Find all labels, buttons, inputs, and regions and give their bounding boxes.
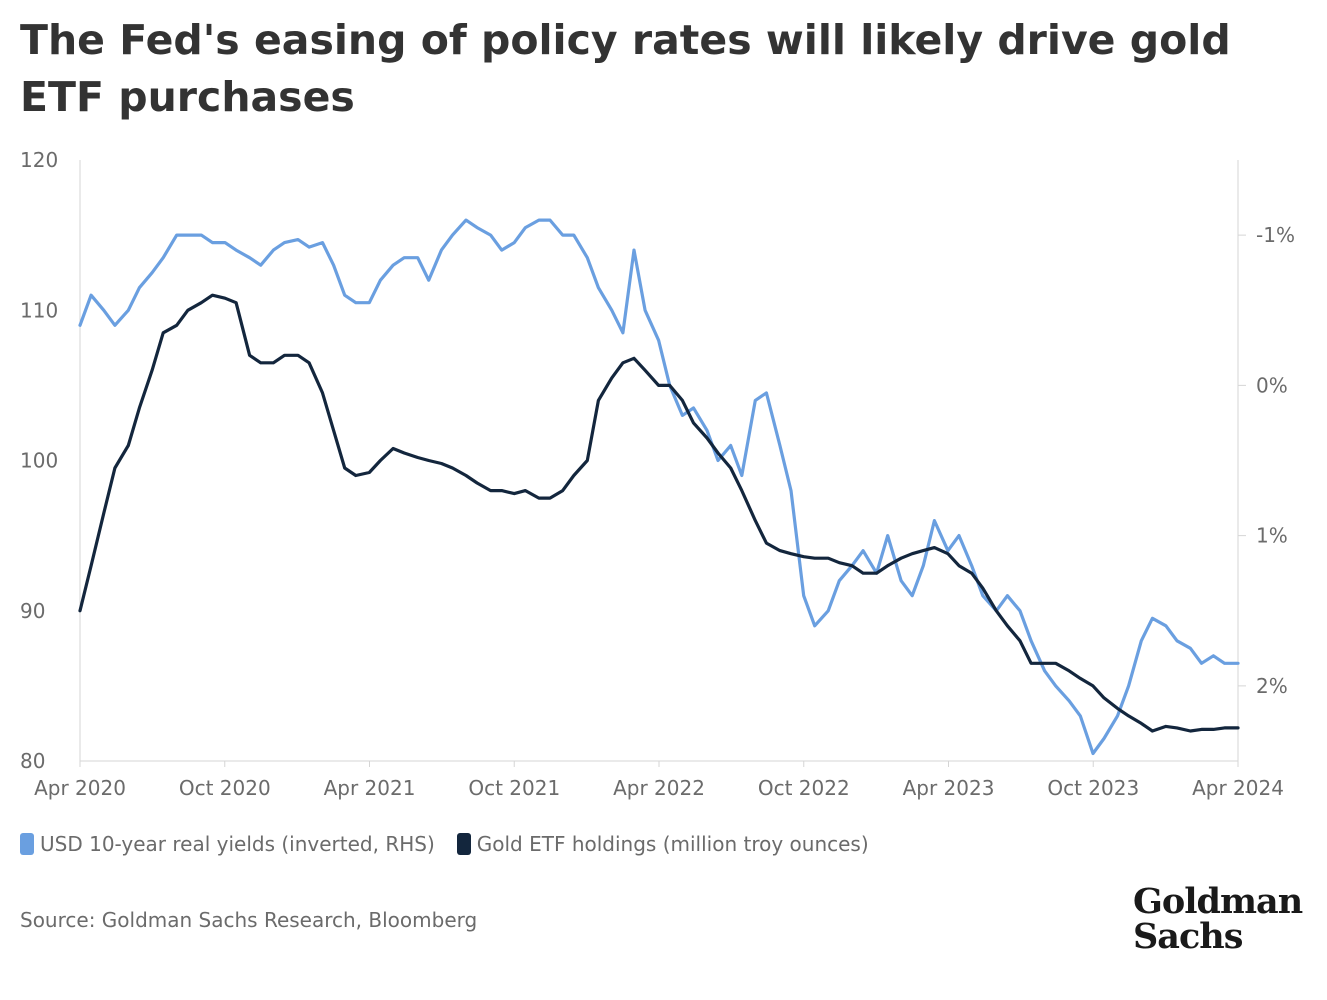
y-left-tick-label: 80 — [20, 749, 45, 773]
legend-label-yields: USD 10-year real yields (inverted, RHS) — [40, 832, 435, 856]
legend-item-gold: Gold ETF holdings (million troy ounces) — [456, 832, 869, 856]
goldman-sachs-logo: Goldman Sachs — [1133, 884, 1303, 954]
logo-line-1: Goldman — [1133, 881, 1303, 922]
chart-title: The Fed's easing of policy rates will li… — [20, 16, 1231, 121]
y-right-tick-label: -1% — [1256, 223, 1295, 247]
y-left-tick-label: 110 — [20, 298, 58, 322]
legend-item-yields: USD 10-year real yields (inverted, RHS) — [20, 832, 435, 856]
x-tick-label: Apr 2024 — [1192, 776, 1284, 800]
tick-labels: Apr 2020 Oct 2020 Apr 2021 Oct 2021 Apr 2022… — [20, 148, 1295, 800]
x-tick-label: Oct 2023 — [1047, 776, 1139, 800]
legend-label-gold: Gold ETF holdings (million troy ounces) — [476, 832, 869, 856]
x-tick-label: Oct 2021 — [468, 776, 560, 800]
y-left-tick-label: 100 — [20, 449, 58, 473]
y-right-tick-label: 2% — [1256, 674, 1288, 698]
legend: USD 10-year real yields (inverted, RHS) … — [20, 832, 891, 856]
x-tick-label: Apr 2021 — [324, 776, 416, 800]
y-right-tick-label: 0% — [1256, 373, 1288, 397]
series-layer — [78, 218, 1240, 756]
y-right-tick-label: 1% — [1256, 524, 1288, 548]
gold-etf-series-line — [78, 293, 1240, 733]
legend-swatch-gold — [456, 833, 471, 855]
y-left-tick-label: 120 — [20, 148, 58, 172]
legend-swatch-yields — [20, 833, 34, 855]
x-tick-label: Oct 2022 — [758, 776, 850, 800]
y-left-tick-label: 90 — [20, 599, 45, 623]
logo-line-2: Sachs — [1133, 916, 1243, 957]
x-tick-label: Apr 2023 — [903, 776, 995, 800]
chart-axes — [79, 160, 1246, 767]
x-tick-label: Apr 2020 — [34, 776, 126, 800]
source-note: Source: Goldman Sachs Research, Bloomber… — [20, 908, 478, 932]
yields-series-line — [78, 218, 1240, 756]
x-tick-label: Oct 2020 — [179, 776, 271, 800]
line-chart: Apr 2020 Oct 2020 Apr 2021 Oct 2021 Apr 2022… — [20, 148, 1295, 800]
x-tick-label: Apr 2022 — [613, 776, 705, 800]
